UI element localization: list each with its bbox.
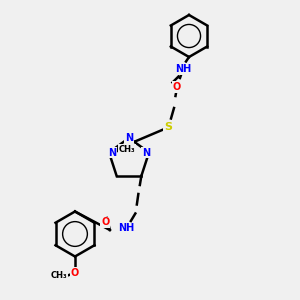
Text: CH₃: CH₃ (50, 272, 67, 280)
Text: N: N (142, 148, 150, 158)
Text: S: S (164, 122, 172, 133)
Text: O: O (101, 218, 110, 227)
Text: N: N (125, 133, 133, 143)
Text: CH₃: CH₃ (119, 145, 135, 154)
Text: NH: NH (118, 224, 134, 233)
Text: NH: NH (175, 64, 191, 74)
Text: O: O (71, 268, 79, 278)
Text: N: N (108, 148, 116, 158)
Text: O: O (173, 82, 181, 92)
